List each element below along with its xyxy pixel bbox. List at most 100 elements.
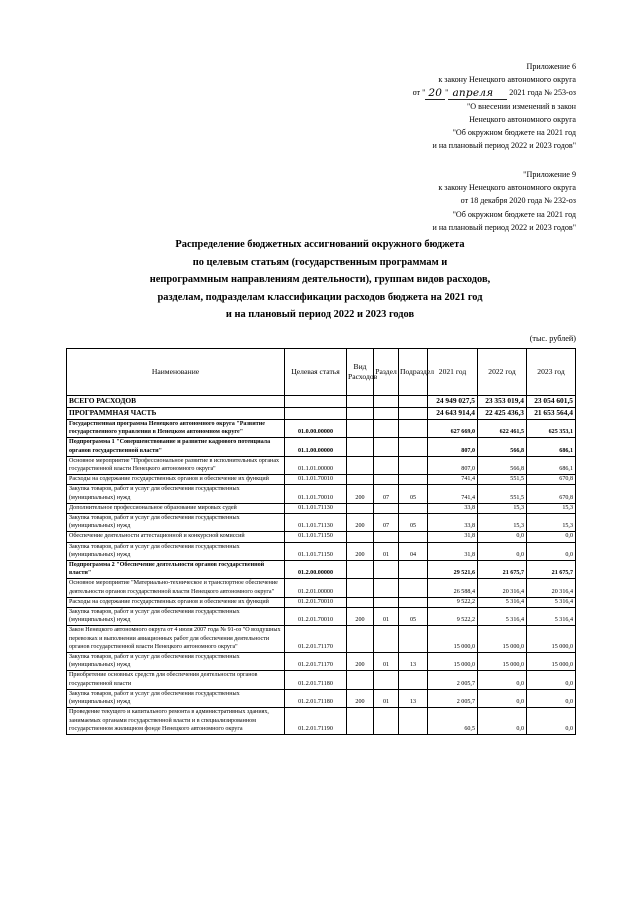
cell-pr xyxy=(398,407,428,420)
cell-y2023: 0,0 xyxy=(526,688,576,709)
appendix-date-line: от " 20 " апреля 2021 года № 253-оз xyxy=(413,86,576,101)
cell-rz xyxy=(373,418,399,439)
table-header: Наименование Целевая статья Вид Расходов… xyxy=(66,348,576,396)
cell-y2022: 15,3 xyxy=(477,513,527,533)
table-row: Проведение текущего и капитального ремон… xyxy=(66,707,576,735)
table-row: Основное мероприятие "Профессиональное р… xyxy=(66,455,576,476)
cell-y2022: 566,8 xyxy=(477,455,527,476)
col-header-expense-type: Вид Расходов xyxy=(346,348,377,396)
cell-pr xyxy=(398,531,428,543)
cell-y2022: 0,0 xyxy=(477,541,527,562)
table-row: Закупка товаров, работ и услуг для обесп… xyxy=(66,652,576,672)
budget-table-wrapper: Наименование Целевая статья Вид Расходов… xyxy=(66,348,576,735)
cell-cs: 01.2.01.71180 xyxy=(284,688,347,709)
table-row: Подпрограмма 2 "Обеспечение деятельности… xyxy=(66,560,576,580)
cell-cs xyxy=(284,395,347,408)
cell-name: Проведение текущего и капитального ремон… xyxy=(66,707,285,735)
cell-rz: 01 xyxy=(373,607,399,627)
cell-pr: 13 xyxy=(398,688,428,709)
cell-y2023: 625 353,1 xyxy=(526,418,576,439)
cell-rz: 01 xyxy=(373,541,399,562)
cell-y2021: 31,8 xyxy=(427,541,478,562)
handwritten-month: апреля xyxy=(448,87,508,101)
cell-y2021: 807,0 xyxy=(427,437,478,457)
cell-name: Дополнительное профессиональное образова… xyxy=(66,502,285,515)
cell-rz xyxy=(373,578,399,598)
table-row: Закупка товаров, работ и услуг для обесп… xyxy=(66,513,576,533)
cell-pr xyxy=(398,560,428,580)
cell-name: Государственная программа Ненецкого авто… xyxy=(66,418,285,439)
cell-y2023: 15 000,0 xyxy=(526,652,576,672)
table-row: Закон Ненецкого автономного округа от 4 … xyxy=(66,625,576,654)
cell-y2021: 26 588,4 xyxy=(427,578,478,598)
cell-name: ПРОГРАММНАЯ ЧАСТЬ xyxy=(66,407,285,420)
cell-pr xyxy=(398,437,428,457)
cell-cs: 01.2.01.00000 xyxy=(284,578,347,598)
cell-pr xyxy=(398,625,428,654)
cell-y2021: 33,8 xyxy=(427,513,478,533)
table-row: ВСЕГО РАСХОДОВ 24 949 027,5 23 353 019,4 23… xyxy=(66,395,576,408)
table-row: Расходы на содержание государственных ор… xyxy=(66,474,576,486)
cell-y2021: 9 522,2 xyxy=(427,607,478,627)
cell-cs: 01.2.01.70010 xyxy=(284,596,347,609)
cell-pr xyxy=(398,670,428,690)
cell-name: Закупка товаров, работ и услуг для обесп… xyxy=(66,607,285,627)
cell-y2021: 807,0 xyxy=(427,455,478,476)
cell-y2023: 15 000,0 xyxy=(526,625,576,654)
cell-cs: 01.1.01.71130 xyxy=(284,513,347,533)
table-row: ПРОГРАММНАЯ ЧАСТЬ 24 643 914,4 22 425 436,… xyxy=(66,407,576,420)
cell-y2023: 686,1 xyxy=(526,455,576,476)
handwritten-day: 20 xyxy=(425,87,446,101)
title-line-3: непрограммным направлениям деятельности)… xyxy=(149,274,491,286)
appendix-law-line: к закону Ненецкого автономного округа xyxy=(438,75,576,85)
title-line-2: по целевым статьям (государственным прог… xyxy=(192,256,448,268)
cell-name: Расходы на содержание государственных ор… xyxy=(66,596,285,609)
cell-pr xyxy=(398,395,428,408)
cell-y2022: 5 316,4 xyxy=(477,607,527,627)
col-header-target-article: Целевая статья xyxy=(284,348,347,396)
cell-y2023: 5 316,4 xyxy=(526,607,576,627)
table-row: Закупка товаров, работ и услуг для обесп… xyxy=(66,688,576,709)
table-row: Основное мероприятие "Материально-технич… xyxy=(66,578,576,598)
cell-y2021: 31,8 xyxy=(427,531,478,543)
cell-vr: 200 xyxy=(346,607,374,627)
appendix-header-block-1: Приложение 6 к закону Ненецкого автономн… xyxy=(413,60,576,152)
cell-name: Подпрограмма 2 "Обеспечение деятельности… xyxy=(66,560,285,580)
cell-vr xyxy=(346,596,374,609)
cell-y2023: 21 675,7 xyxy=(526,560,576,580)
cell-y2023: 0,0 xyxy=(526,707,576,735)
cell-vr: 200 xyxy=(346,513,374,533)
cell-y2021: 741,4 xyxy=(427,474,478,486)
cell-y2021: 741,4 xyxy=(427,484,478,504)
col-header-year-2021: 2021 год xyxy=(427,348,478,396)
cell-y2023: 0,0 xyxy=(526,531,576,543)
cell-pr xyxy=(398,596,428,609)
cell-cs: 01.1.01.70010 xyxy=(284,484,347,504)
cell-cs: 01.2.01.71190 xyxy=(284,707,347,735)
cell-vr: 200 xyxy=(346,541,374,562)
cell-cs: 01.0.00.00000 xyxy=(284,418,347,439)
cell-pr xyxy=(398,707,428,735)
appendix9-title-line-1: "Об окружном бюджете на 2021 год xyxy=(452,209,576,219)
cell-name: Закупка товаров, работ и услуг для обесп… xyxy=(66,652,285,672)
cell-vr xyxy=(346,707,374,735)
col-header-subsection: Подраздел xyxy=(398,348,434,396)
cell-vr xyxy=(346,578,374,598)
date-suffix: 2021 года № 253-оз xyxy=(509,88,576,98)
table-row: Подпрограмма 1 "Совершенствование и разв… xyxy=(66,437,576,457)
cell-y2022: 551,5 xyxy=(477,474,527,486)
cell-rz xyxy=(373,474,399,486)
cell-y2021: 627 669,0 xyxy=(427,418,478,439)
cell-pr xyxy=(398,455,428,476)
cell-rz xyxy=(373,625,399,654)
col-header-section: Раздел xyxy=(373,348,399,396)
cell-vr: 200 xyxy=(346,688,374,709)
cell-name: Расходы на содержание государственных ор… xyxy=(66,474,285,486)
cell-y2021: 29 521,6 xyxy=(427,560,478,580)
cell-y2021: 2 005,7 xyxy=(427,670,478,690)
cell-cs xyxy=(284,407,347,420)
table-row: Государственная программа Ненецкого авто… xyxy=(66,418,576,439)
cell-vr xyxy=(346,625,374,654)
table-row: Приобретение основных средств для обеспе… xyxy=(66,670,576,690)
units-note: (тыс. рублей) xyxy=(529,334,576,343)
